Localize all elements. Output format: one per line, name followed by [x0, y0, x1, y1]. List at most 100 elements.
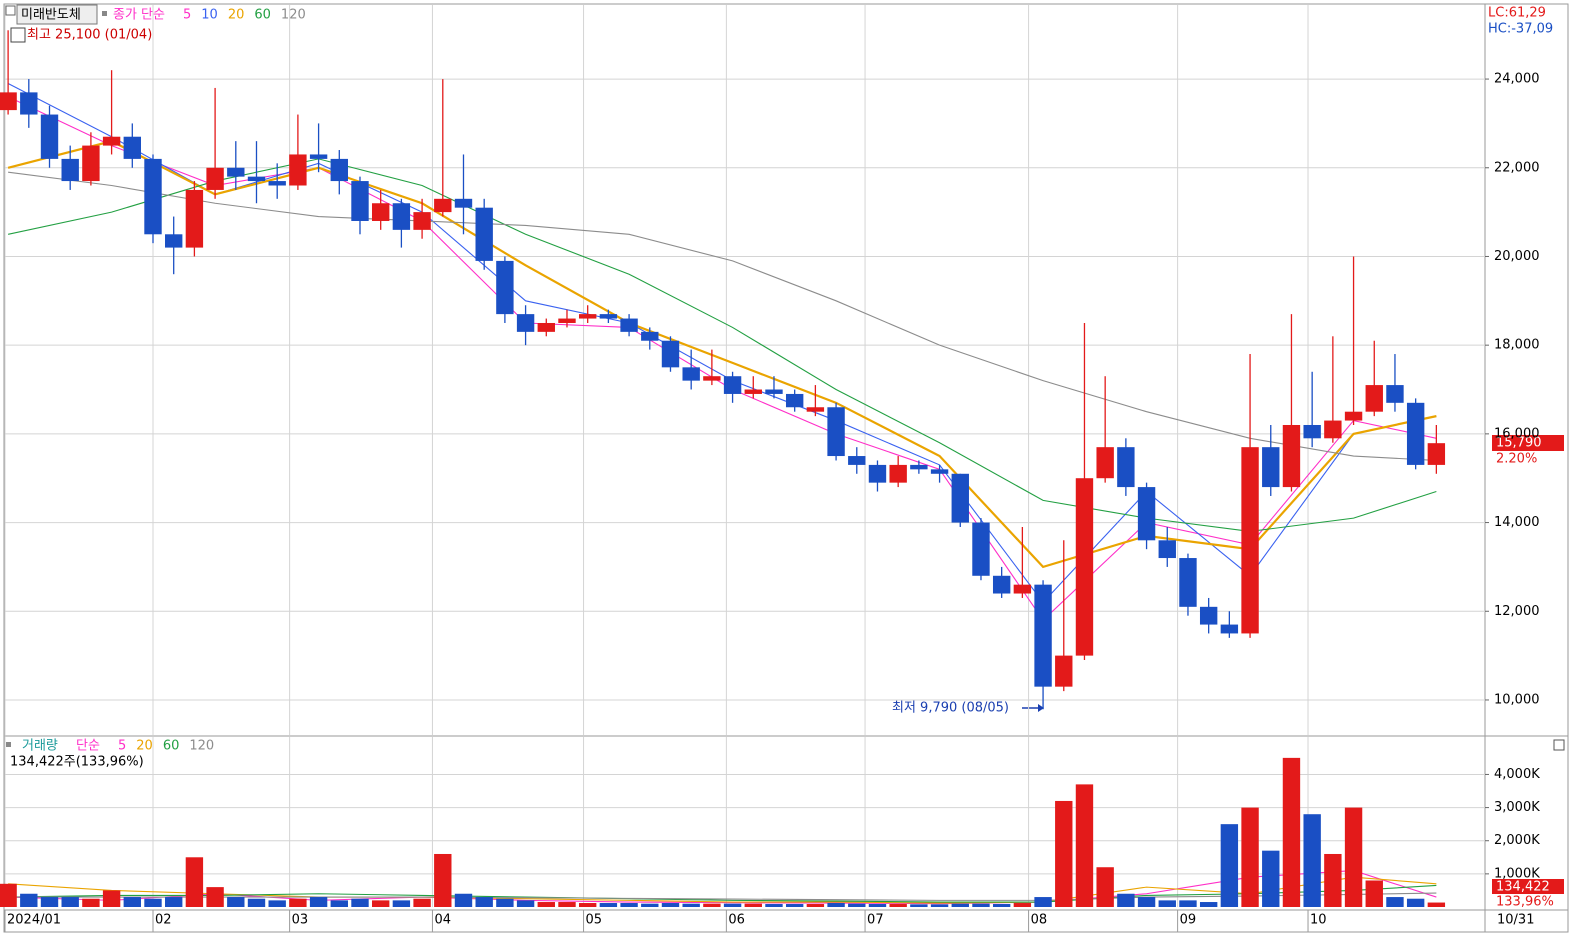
candle-body — [1262, 447, 1280, 488]
hc-label: HC:-37,09 — [1488, 22, 1553, 37]
candle-body — [703, 376, 721, 381]
close-button[interactable] — [1553, 739, 1565, 751]
symbol: 미래반도체 — [21, 8, 81, 23]
volume-bar — [454, 893, 473, 907]
candle-body — [1179, 558, 1197, 607]
volume-bar — [1406, 898, 1425, 907]
candle-body — [868, 464, 887, 483]
candle-body — [227, 167, 245, 177]
ma-line — [8, 171, 1437, 462]
candle-body — [599, 314, 618, 319]
legend-bullet — [102, 11, 107, 16]
volume-bar — [930, 904, 949, 907]
candle-body — [1158, 540, 1176, 559]
low-arrow-head — [1038, 704, 1044, 712]
y-tick-label: 24,000 — [1494, 72, 1540, 87]
volume-bar — [1055, 800, 1073, 907]
x-tick-label: 07 — [867, 913, 884, 928]
volume-bar — [558, 902, 576, 907]
candle-body — [0, 92, 17, 111]
ma-line — [7, 139, 1437, 569]
x-tick-label: 10 — [1310, 913, 1327, 928]
candle-body — [123, 136, 141, 159]
legend-entry: 20 — [228, 8, 245, 23]
volume-bar — [351, 898, 369, 907]
volume-bar — [516, 900, 535, 907]
volume-bar — [992, 904, 1011, 907]
candle-body — [744, 389, 762, 394]
candle-body — [61, 158, 79, 182]
legend-entry: 5 — [183, 8, 191, 23]
candle-body — [578, 314, 597, 319]
volume-bar — [1241, 807, 1259, 907]
volume-bar — [185, 857, 204, 907]
symbol-box — [16, 4, 98, 25]
candle-body — [661, 340, 680, 368]
y-tick-label: 12,000 — [1494, 604, 1540, 619]
volume-bar — [309, 897, 328, 907]
volume-bar — [889, 904, 907, 907]
candle-body — [785, 393, 804, 408]
candle-body — [1241, 447, 1259, 634]
candle-body — [972, 522, 990, 576]
legend-bullet — [6, 742, 11, 747]
legend-entry: 10 — [201, 8, 218, 23]
x-tick-label: 06 — [728, 913, 745, 928]
x-tick-label: 2024/01 — [7, 913, 61, 928]
x-tick-label: 03 — [292, 913, 309, 928]
candle-body — [309, 154, 328, 159]
volume-bar — [578, 903, 597, 907]
volume-bar — [371, 900, 390, 907]
candle-body — [1324, 420, 1342, 439]
legend-entry: 5 — [118, 739, 126, 754]
y-tick-label: 3,000K — [1494, 800, 1540, 815]
legend-entry: 60 — [254, 8, 271, 23]
y-tick-label: 18,000 — [1494, 338, 1540, 353]
volume-bar — [1096, 867, 1114, 907]
y-tick-label: 22,000 — [1494, 160, 1540, 175]
volume-bar — [744, 903, 762, 907]
volume-ma-line — [8, 892, 1437, 901]
candle-body — [1344, 411, 1363, 421]
price-legend-prefix: 종가 단순 — [113, 8, 165, 23]
volume-bar — [1179, 900, 1197, 907]
y-tick-label: 14,000 — [1494, 515, 1540, 530]
ma-line — [7, 158, 1437, 532]
candle-body — [371, 203, 390, 221]
candle-body — [848, 456, 866, 465]
volume-bar — [1344, 807, 1363, 907]
volume-bar — [0, 883, 17, 907]
low-note: 최저 9,790 (08/05) — [892, 701, 1009, 716]
y-tick-label: 4,000K — [1494, 767, 1540, 782]
volume-bar — [165, 897, 183, 907]
volume-bar — [475, 897, 493, 907]
volume-bar — [206, 887, 224, 907]
candle-body — [1137, 487, 1156, 541]
volume-bar — [1365, 880, 1383, 907]
candle-body — [247, 176, 266, 182]
candle-body — [1365, 385, 1383, 412]
candle-body — [206, 167, 224, 190]
volume-bar — [413, 898, 431, 907]
volume-bar — [1013, 903, 1032, 907]
volume-bar — [123, 897, 141, 907]
last-volume-ratio: 133,96% — [1496, 895, 1554, 910]
volume-bar — [1158, 900, 1176, 907]
candle-body — [330, 158, 348, 182]
candle-body — [1075, 478, 1094, 656]
candle-body — [1013, 584, 1032, 594]
x-tick-label: 05 — [586, 913, 603, 928]
volume-bar — [785, 904, 804, 907]
volume-bar — [1324, 853, 1342, 907]
legend-entry: 20 — [136, 739, 153, 754]
last-date: 10/31 — [1497, 913, 1534, 928]
candle-body — [827, 407, 845, 457]
candle-body — [475, 207, 493, 261]
candle-body — [144, 158, 162, 235]
volume-bar — [1303, 814, 1321, 907]
candle-body — [102, 136, 121, 146]
candle-body — [1199, 606, 1218, 625]
candle-body — [392, 203, 411, 230]
legend-icon — [5, 5, 16, 16]
